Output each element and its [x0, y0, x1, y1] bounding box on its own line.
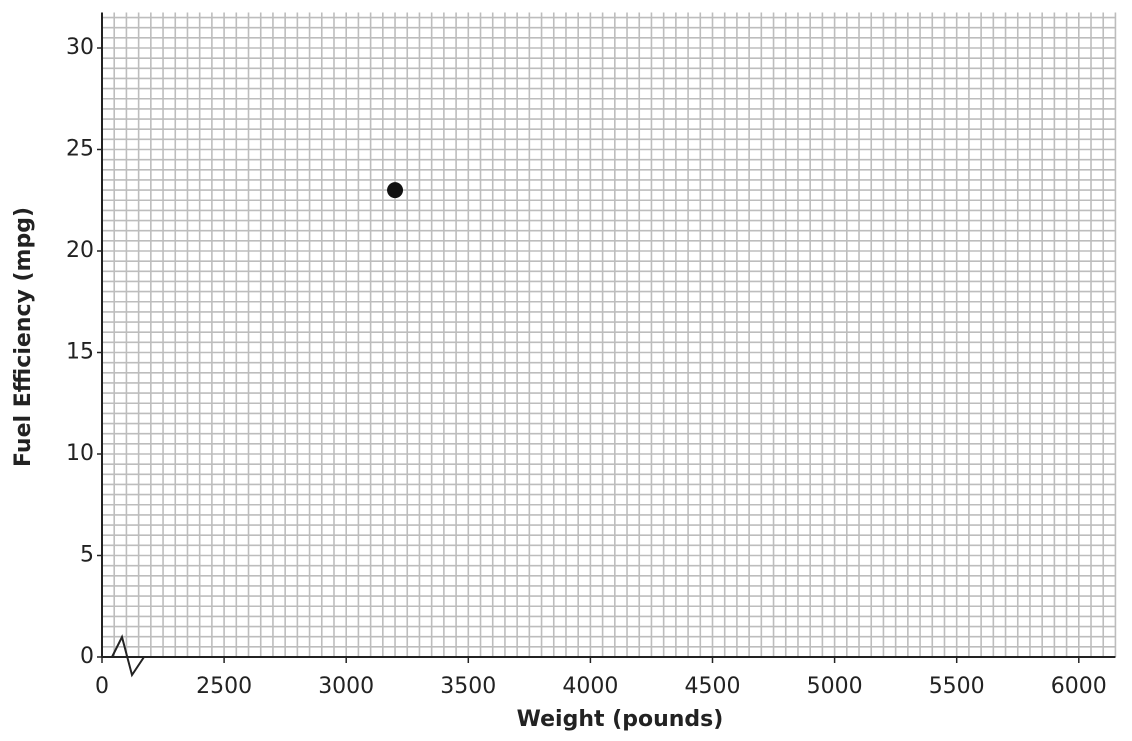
x-tick-label: 5000	[807, 674, 863, 699]
axis-break	[111, 634, 145, 678]
x-tick-label: 0	[95, 674, 109, 699]
x-axis-label: Weight (pounds)	[517, 707, 724, 732]
data-point	[387, 182, 404, 199]
y-tick-label: 25	[66, 137, 94, 162]
x-tick-label: 6000	[1051, 674, 1107, 699]
x-tick-label: 3000	[318, 674, 374, 699]
y-tick-label: 10	[66, 441, 94, 466]
y-tick-label: 0	[80, 644, 94, 669]
y-axis-label: Fuel Efficiency (mpg)	[11, 207, 36, 467]
x-tick-label: 4000	[562, 674, 618, 699]
y-tick-label: 30	[66, 35, 94, 60]
y-tick-label: 5	[80, 543, 94, 568]
x-tick-label: 4500	[685, 674, 741, 699]
x-tick-label: 2500	[196, 674, 252, 699]
x-tick-label: 5500	[929, 674, 985, 699]
y-tick-label: 15	[66, 340, 94, 365]
y-tick-label: 20	[66, 238, 94, 263]
x-tick-label: 3500	[440, 674, 496, 699]
